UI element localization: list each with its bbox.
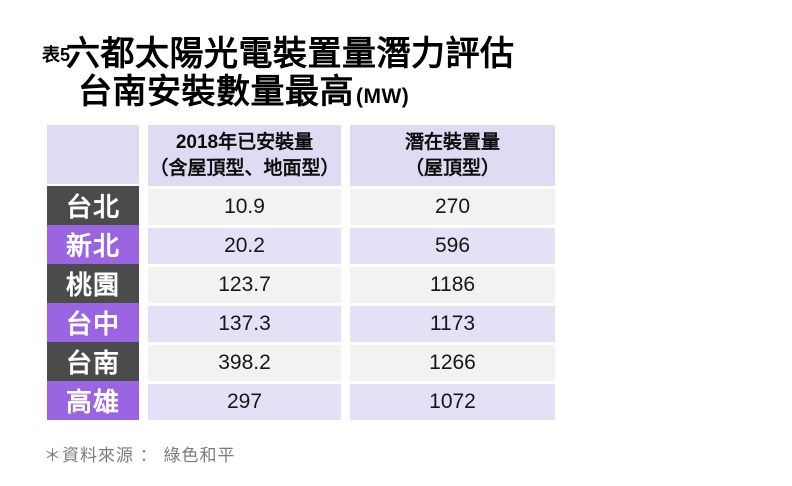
data-table: 2018年已安裝量 （含屋頂型、地面型） 潛在裝置量 （屋頂型） 台北 10.9…	[47, 125, 555, 420]
cell-newtaipei-installed: 20.2	[148, 225, 341, 264]
page-title-line2-text: 台南安裝數量最高	[78, 73, 354, 111]
cell-kaohsiung-potential: 1072	[350, 381, 555, 420]
source-note: ＊資料來源 ： 綠色和平	[44, 446, 236, 465]
page-title-line1: 六都太陽光電裝置量潛力評估	[66, 35, 515, 73]
row-label-tainan: 台南	[47, 342, 139, 381]
row-label-taoyuan: 桃園	[47, 264, 139, 303]
cell-taipei-installed: 10.9	[148, 186, 341, 225]
cell-taichung-potential: 1173	[350, 303, 555, 342]
table-corner-cell	[47, 125, 139, 186]
column-header-potential-sublabel: （屋頂型）	[404, 157, 500, 179]
cell-tainan-potential: 1266	[350, 342, 555, 381]
row-label-newtaipei: 新北	[47, 225, 139, 264]
cell-newtaipei-potential: 596	[350, 225, 555, 264]
table-number-tag: 表5	[42, 45, 71, 65]
row-label-kaohsiung: 高雄	[47, 381, 139, 420]
cell-taoyuan-potential: 1186	[350, 264, 555, 303]
column-header-installed-sublabel: （含屋頂型、地面型）	[149, 157, 340, 179]
cell-kaohsiung-installed: 297	[148, 381, 341, 420]
column-header-potential-label: 潛在裝置量	[404, 131, 500, 153]
column-header-potential: 潛在裝置量 （屋頂型）	[350, 125, 555, 186]
cell-taoyuan-installed: 123.7	[148, 264, 341, 303]
cell-tainan-installed: 398.2	[148, 342, 341, 381]
column-header-installed: 2018年已安裝量 （含屋頂型、地面型）	[148, 125, 341, 186]
row-label-taipei: 台北	[47, 186, 139, 225]
column-header-installed-label: 2018年已安裝量	[175, 131, 314, 153]
cell-taipei-potential: 270	[350, 186, 555, 225]
row-label-taichung: 台中	[47, 303, 139, 342]
title-unit: (MW)	[356, 85, 410, 108]
cell-taichung-installed: 137.3	[148, 303, 341, 342]
page-title-line2: 台南安裝數量最高 (MW)	[78, 64, 409, 113]
